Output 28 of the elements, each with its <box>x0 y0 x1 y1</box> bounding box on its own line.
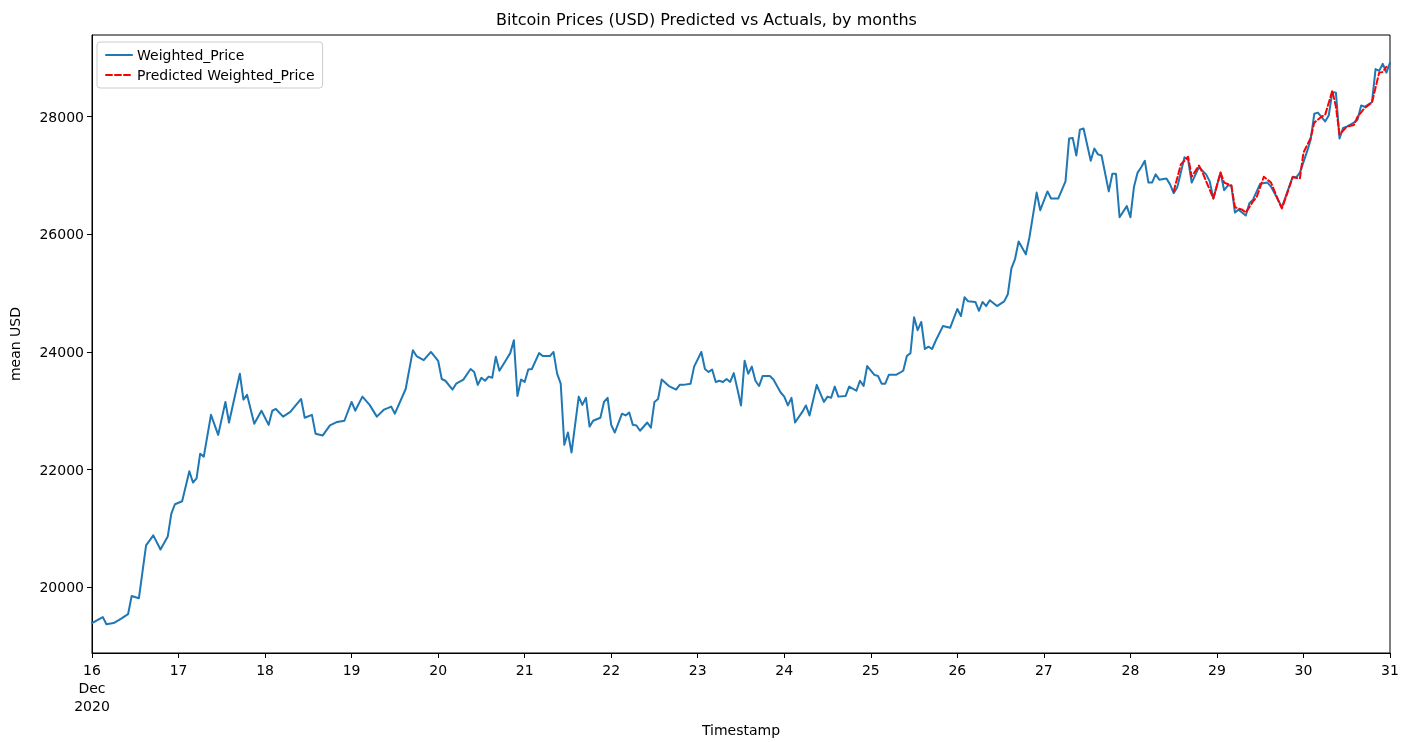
y-tick-label: 26000 <box>39 226 84 243</box>
x-tick-label: 18 <box>256 662 274 678</box>
y-tick-label: 24000 <box>39 343 84 360</box>
x-tick-label: 30 <box>1294 662 1313 678</box>
x-tick-label: 28 <box>1121 662 1140 678</box>
x-tick-label: 22 <box>602 662 621 678</box>
y-tick-label: 28000 <box>39 108 84 125</box>
chart-title: Bitcoin Prices (USD) Predicted vs Actuals, by months <box>496 9 917 29</box>
x-tick-label: 16 Dec 2020 <box>74 662 110 714</box>
line-series <box>91 61 1391 626</box>
line-series <box>1172 65 1388 214</box>
legend-label: Weighted_Price <box>137 47 245 63</box>
legend-label: Predicted Weighted_Price <box>137 67 315 83</box>
x-tick-label: 20 <box>429 662 448 678</box>
x-tick-label: 24 <box>775 662 794 678</box>
x-tick-label: 23 <box>688 662 707 678</box>
x-tick-label: 17 <box>169 662 188 678</box>
x-tick-label: 29 <box>1208 662 1226 678</box>
x-tick-label: 31 <box>1381 662 1399 678</box>
y-axis-title: mean USD <box>7 306 23 382</box>
x-axis-title: Timestamp <box>700 722 781 738</box>
x-tick-label: 26 <box>948 662 967 678</box>
x-tick-label: 19 <box>342 662 361 678</box>
y-tick-label: 22000 <box>39 461 84 478</box>
x-tick-label: 25 <box>861 662 880 678</box>
x-tick-label: 21 <box>515 662 534 678</box>
x-tick-label: 27 <box>1034 662 1053 678</box>
y-tick-label: 20000 <box>39 579 84 596</box>
